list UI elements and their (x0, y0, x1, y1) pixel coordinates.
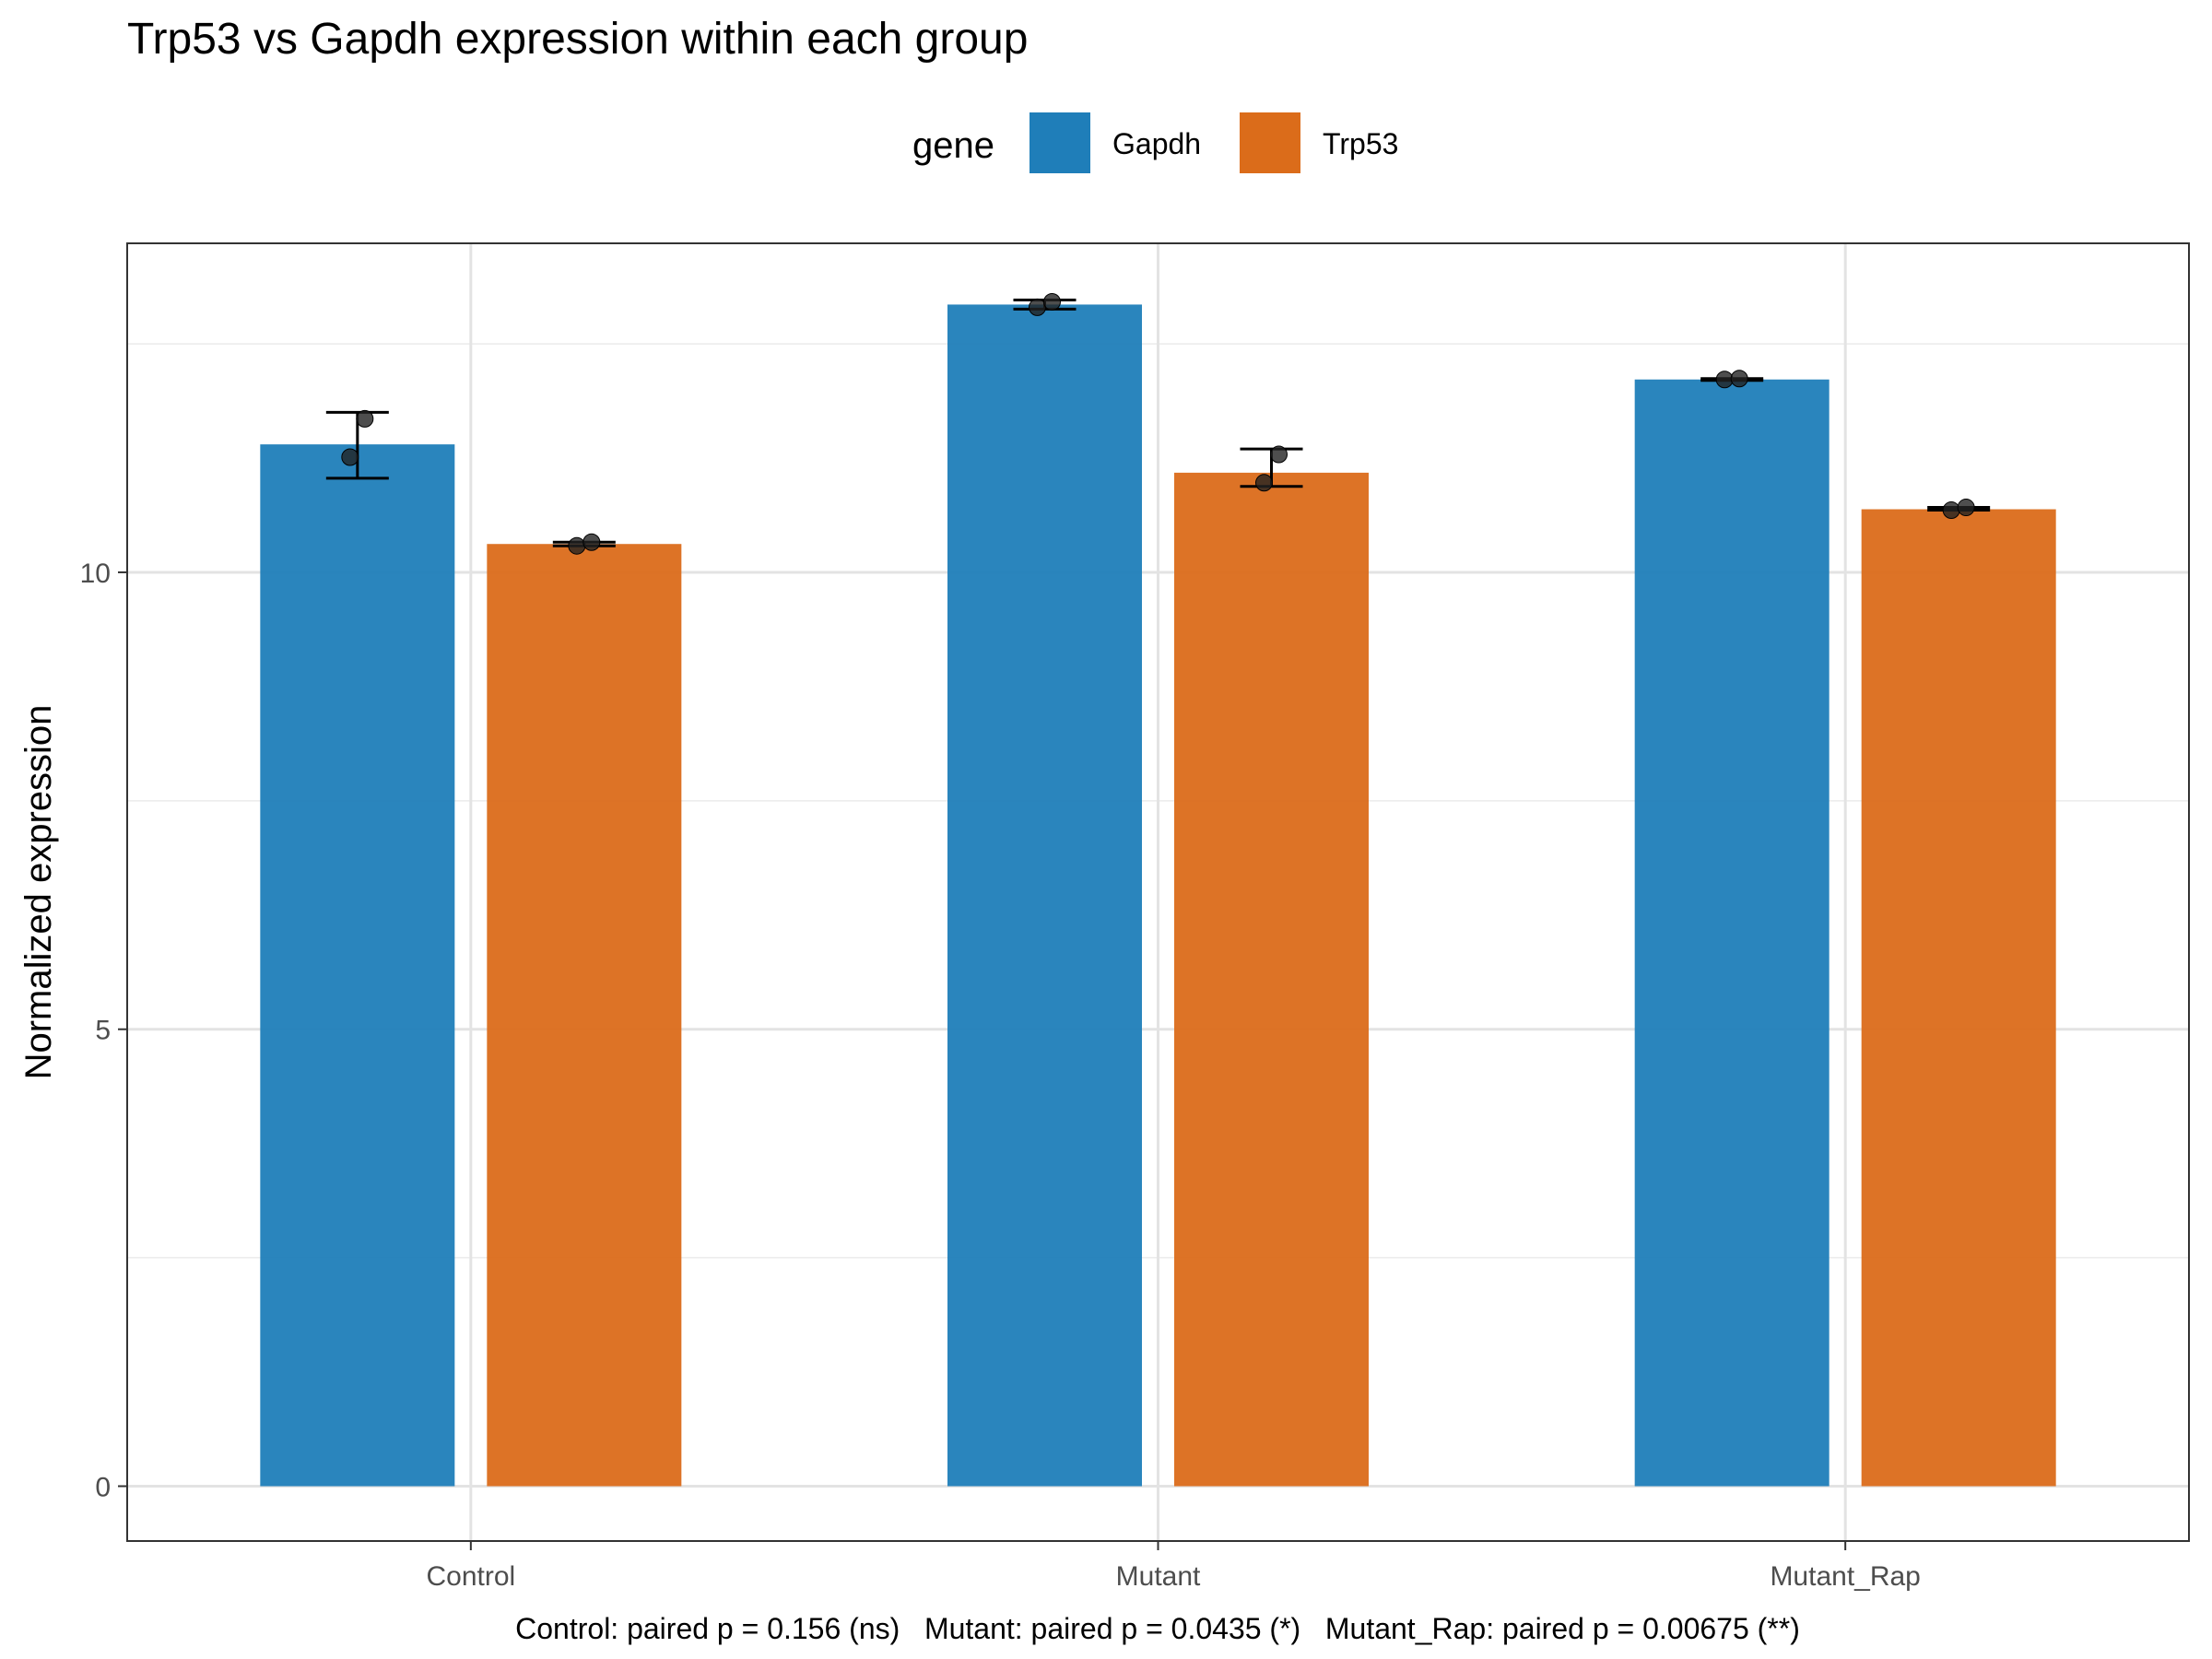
data-point (1029, 298, 1046, 316)
x-tick-label: Mutant (1116, 1561, 1201, 1592)
legend: gene Gapdh Trp53 (912, 112, 1398, 173)
bar (1861, 509, 2056, 1487)
legend-label-trp53: Trp53 (1323, 127, 1398, 160)
x-tick-label: Control (426, 1561, 515, 1592)
bar (1174, 472, 1369, 1487)
legend-label-gapdh: Gapdh (1112, 127, 1201, 160)
data-point (1957, 499, 1975, 517)
bar (260, 444, 455, 1487)
data-point (568, 536, 586, 555)
data-point (1730, 370, 1748, 388)
data-point (1715, 371, 1734, 389)
bar (1634, 379, 1830, 1487)
y-tick-label: 0 (95, 1473, 111, 1503)
plot-panel-border (126, 242, 2190, 1542)
legend-key-gapdh (1030, 112, 1090, 173)
data-point (582, 533, 601, 551)
y-tick-label: 5 (95, 1016, 111, 1046)
x-tick-label: Mutant_Rap (1770, 1561, 1920, 1592)
bar (947, 304, 1142, 1487)
data-point (341, 448, 359, 466)
chart-title: Trp53 vs Gapdh expression within each gr… (127, 15, 1028, 64)
caption: Control: paired p = 0.156 (ns) Mutant: p… (515, 1612, 1800, 1645)
data-point (1270, 445, 1288, 464)
bar (487, 544, 682, 1487)
plot-area: 0 5 10 Control Mutant Mutant_Rap (80, 243, 2189, 1592)
y-tick-label: 10 (80, 559, 111, 589)
data-point (1043, 292, 1061, 311)
legend-key-trp53 (1240, 112, 1300, 173)
legend-title: gene (912, 125, 994, 166)
y-axis-label: Normalized expression (18, 705, 59, 1080)
data-point (1942, 501, 1960, 520)
data-point (356, 409, 374, 428)
data-point (1255, 474, 1273, 492)
